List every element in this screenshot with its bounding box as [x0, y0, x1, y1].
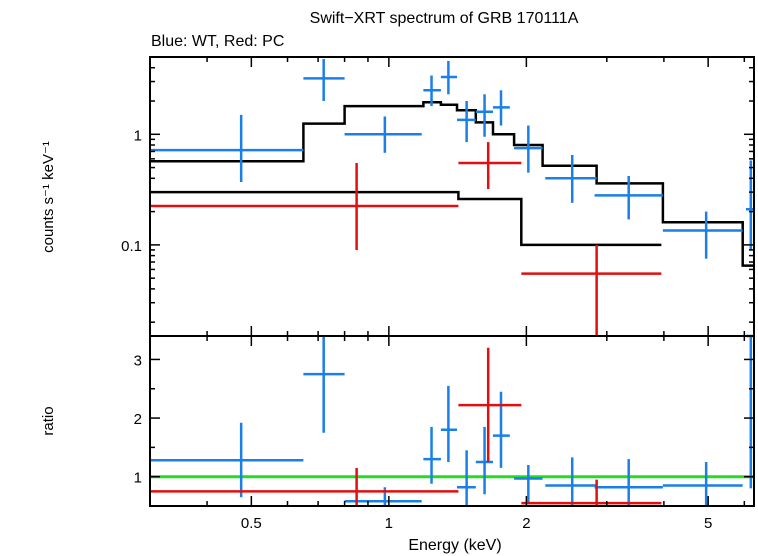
spectrum-y-tick-label: 0.1 [121, 238, 142, 255]
pc-data-point [521, 244, 662, 336]
chart-subtitle: Blue: WT, Red: PC [151, 33, 284, 50]
wt-data-point [423, 75, 441, 107]
chart-title: Swift−XRT spectrum of GRB 170111A [310, 10, 579, 27]
wt-data-point [303, 336, 345, 433]
wt-data-point [545, 154, 597, 203]
spectrum-y-tick-label: 1 [134, 127, 142, 144]
wt-data-point [662, 462, 743, 506]
wt-data-point [662, 211, 743, 259]
wt-data-point [492, 391, 510, 468]
pc-data-point [458, 142, 522, 190]
wt-data-point [423, 426, 441, 484]
ratio-frame [149, 335, 755, 507]
wt-data-point [457, 450, 476, 506]
pc-data-point [521, 479, 662, 506]
wt-data-point [440, 385, 458, 463]
ratio-panel: 1 2 3 0.5 1 2 5 ratio Energy (keV) [40, 334, 755, 554]
wt-data-point [303, 58, 345, 102]
wt-data-point [745, 160, 754, 250]
x-tick-label: 5 [704, 515, 712, 532]
wt-data-point [492, 90, 510, 126]
wt-data-point [475, 94, 493, 137]
pc-model-line [150, 190, 662, 247]
wt-data-point [150, 422, 304, 498]
ratio-y-tick-label: 1 [134, 470, 142, 487]
spectrum-panel: 0.11 counts s⁻¹ keV⁻¹ [40, 56, 755, 337]
wt-data-point [594, 175, 663, 220]
wt-data-point [594, 459, 663, 506]
spectrum-axis-layer: 0.11 [121, 56, 754, 336]
pc-data-point [150, 467, 459, 506]
wt-data-point [475, 426, 493, 495]
wt-data-point [545, 457, 597, 506]
ratio-series-layer [150, 334, 754, 506]
ratio-y-tick-label: 3 [134, 352, 142, 369]
x-tick-label: 0.5 [241, 515, 262, 532]
wt-data-point [514, 464, 543, 504]
x-tick-label: 2 [522, 515, 530, 532]
ratio-y-tick-label: 2 [134, 411, 142, 428]
ratio-axis-layer: 1 2 3 0.5 1 2 5 [134, 336, 754, 532]
wt-data-point [440, 61, 458, 95]
pc-data-point [458, 347, 522, 463]
ratio-ylabel: ratio [40, 406, 57, 435]
wt-data-point [514, 125, 543, 173]
wt-data-point [344, 116, 422, 153]
spectrum-series-layer [150, 58, 754, 336]
x-tick-label: 1 [385, 515, 393, 532]
x-axis-label: Energy (keV) [408, 537, 501, 554]
spectrum-ylabel: counts s⁻¹ keV⁻¹ [40, 141, 57, 253]
wt-data-point [457, 101, 476, 143]
wt-data-point [150, 114, 304, 183]
pc-data-point [150, 163, 459, 250]
